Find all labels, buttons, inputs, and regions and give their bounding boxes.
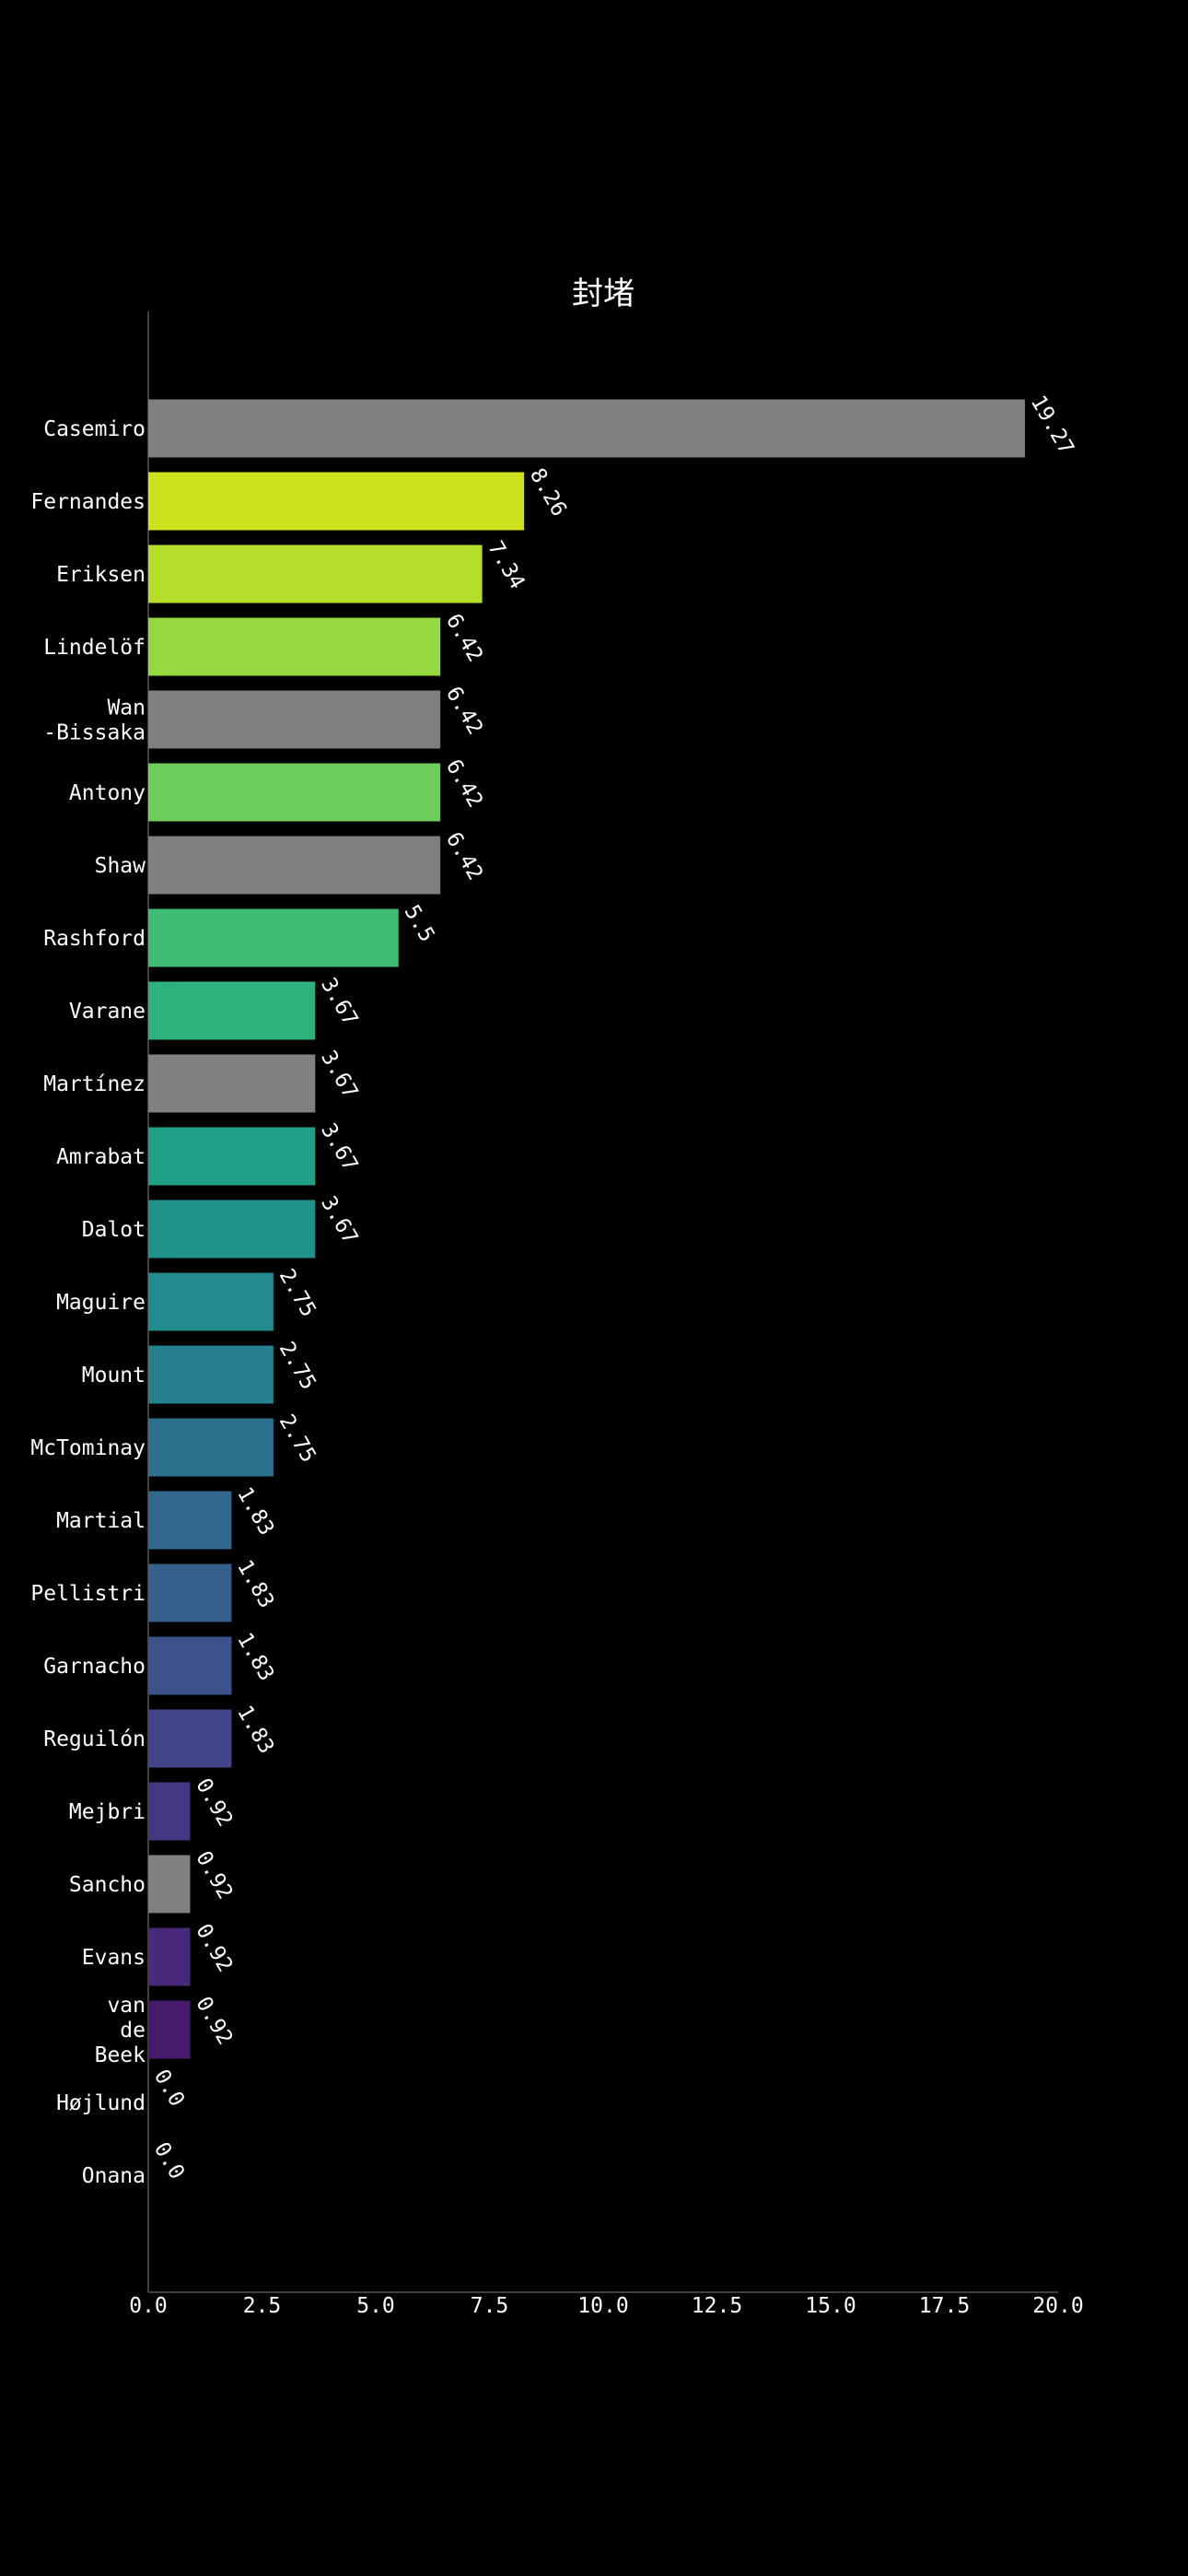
category-label: Wan -Bissaka [43, 697, 146, 745]
category-label: Højlund [56, 2091, 146, 2115]
bar [148, 544, 483, 603]
data-label: 3.67 [316, 974, 362, 1030]
bar [148, 1054, 316, 1113]
data-label: 1.83 [232, 1556, 278, 1612]
data-label: 0.92 [191, 1920, 237, 1976]
data-label: 6.42 [441, 683, 487, 739]
data-label: 1.83 [232, 1483, 278, 1540]
category-label: Varane [69, 1000, 146, 1024]
data-label: 6.42 [441, 755, 487, 812]
data-label: 0.0 [149, 2138, 189, 2184]
category-label: Martínez [43, 1072, 146, 1096]
category-label: Pellistri [30, 1582, 146, 1606]
bar [148, 1491, 232, 1550]
category-label: Sancho [69, 1873, 146, 1897]
bar [148, 399, 1025, 458]
bars-group [148, 399, 1025, 2059]
data-label: 0.92 [191, 1993, 237, 2049]
data-label: 8.26 [525, 464, 571, 521]
bar [148, 981, 316, 1040]
category-label: Casemiro [43, 417, 146, 441]
category-label: Antony [69, 781, 146, 805]
x-tick-label: 2.5 [243, 2294, 282, 2318]
category-label: McTominay [30, 1436, 146, 1460]
category-label: van de Beek [95, 1994, 146, 2067]
data-label: 6.42 [441, 828, 487, 884]
data-label: 2.75 [274, 1265, 320, 1321]
bar [148, 1782, 191, 1841]
x-tick-label: 0.0 [129, 2294, 168, 2318]
bar [148, 1636, 232, 1695]
x-tick-label: 20.0 [1032, 2294, 1083, 2318]
category-label: Reguilón [43, 1727, 146, 1751]
data-label: 7.34 [483, 537, 529, 593]
category-label: Dalot [82, 1218, 146, 1242]
category-label: Eriksen [56, 563, 146, 587]
bar [148, 1709, 232, 1768]
bar [148, 836, 441, 895]
data-label: 19.27 [1026, 392, 1078, 459]
bar [148, 690, 441, 749]
bar [148, 472, 525, 531]
data-label: 2.75 [274, 1411, 320, 1467]
bar [148, 1418, 274, 1477]
x-tick-label: 7.5 [471, 2294, 509, 2318]
data-label: 2.75 [274, 1338, 320, 1394]
data-label: 0.0 [149, 2066, 189, 2111]
x-tick-label: 12.5 [692, 2294, 742, 2318]
category-label: Mejbri [69, 1800, 146, 1824]
x-tick-label: 10.0 [577, 2294, 628, 2318]
data-label: 5.5 [400, 901, 439, 946]
category-label: Evans [82, 1946, 146, 1970]
bar [148, 908, 399, 967]
data-label: 0.92 [191, 1847, 237, 1903]
data-label: 1.83 [232, 1702, 278, 1758]
bar [148, 1563, 232, 1622]
data-label: 0.92 [191, 1774, 237, 1831]
x-tick-label: 15.0 [805, 2294, 856, 2318]
bar [148, 2000, 191, 2059]
bar [148, 1345, 274, 1404]
category-label: Fernandes [30, 490, 146, 514]
category-label: Mount [82, 1364, 146, 1388]
category-labels: Casemiro Fernandes Eriksen Lindelöf Wan -Biss… [30, 417, 146, 2188]
category-label: Martial [56, 1509, 146, 1533]
data-label: 3.67 [316, 1119, 362, 1176]
bar [148, 763, 441, 822]
bar [148, 1855, 191, 1914]
category-label: Maguire [56, 1291, 146, 1315]
chart-title: 封堵 [572, 275, 635, 312]
category-label: Garnacho [43, 1655, 146, 1679]
category-label: Amrabat [56, 1145, 146, 1169]
bar [148, 1127, 316, 1186]
data-label: 6.42 [441, 610, 487, 666]
x-tick-labels: 0.0 2.5 5.0 7.5 10.0 12.5 15.0 17.5 20.0 [129, 2294, 1083, 2318]
data-label: 3.67 [316, 1047, 362, 1103]
bar [148, 1927, 191, 1986]
bar [148, 617, 441, 676]
category-label: Rashford [43, 927, 146, 951]
bar [148, 1272, 274, 1331]
data-label: 1.83 [232, 1629, 278, 1685]
x-tick-label: 17.5 [919, 2294, 970, 2318]
x-tick-label: 5.0 [356, 2294, 395, 2318]
bar [148, 1200, 316, 1259]
category-label: Shaw [95, 854, 146, 878]
data-label: 3.67 [316, 1192, 362, 1248]
category-label: Lindelöf [43, 636, 146, 660]
category-label: Onana [82, 2164, 146, 2188]
